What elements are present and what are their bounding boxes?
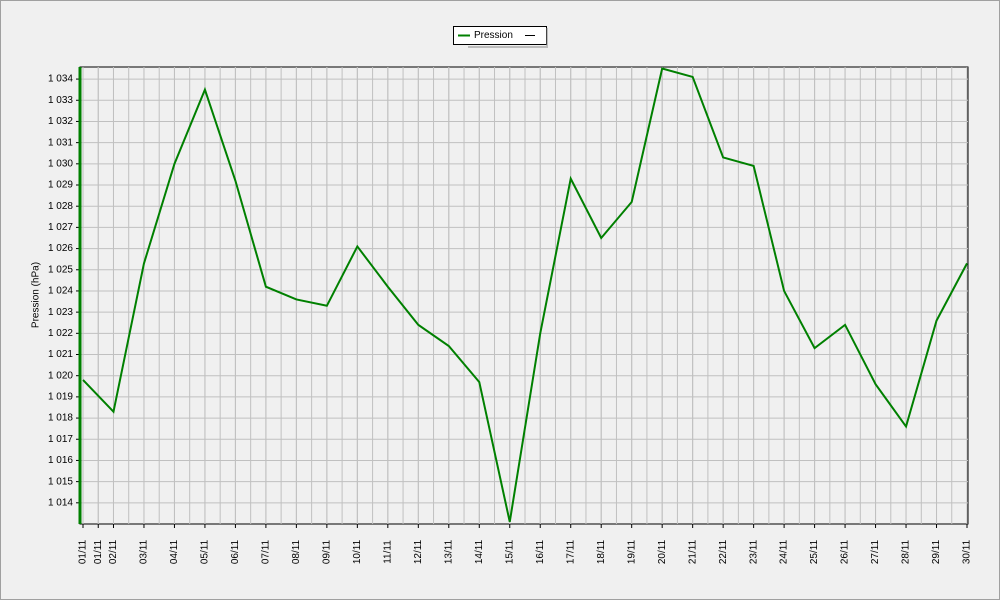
x-tick-label: 02/11 bbox=[108, 539, 119, 564]
y-tick-label: 1 020 bbox=[48, 370, 73, 381]
legend-label: Pression bbox=[474, 30, 513, 41]
x-tick-label: 20/11 bbox=[657, 539, 668, 564]
x-tick-label: 07/11 bbox=[261, 539, 272, 564]
x-tick-label: 06/11 bbox=[230, 539, 241, 564]
x-tick-label: 24/11 bbox=[779, 539, 790, 564]
plot-area bbox=[79, 66, 969, 525]
x-tick-label: 16/11 bbox=[535, 539, 546, 564]
x-tick-label: 08/11 bbox=[291, 539, 302, 564]
x-tick-label: 22/11 bbox=[718, 539, 729, 564]
x-tick-label: 18/11 bbox=[596, 539, 607, 564]
x-tick-label: 28/11 bbox=[901, 539, 912, 564]
y-tick-label: 1 025 bbox=[48, 264, 73, 275]
x-tick-label: 01/11 bbox=[93, 539, 104, 564]
y-tick-label: 1 032 bbox=[48, 116, 73, 127]
y-axis-label: Pression (hPa) bbox=[31, 262, 42, 328]
y-tick-label: 1 015 bbox=[48, 476, 73, 487]
x-tick-label: 17/11 bbox=[565, 539, 576, 564]
x-tick-label: 05/11 bbox=[200, 539, 211, 564]
legend: Pression bbox=[453, 26, 548, 48]
y-tick-label: 1 014 bbox=[48, 497, 73, 508]
x-tick-label: 13/11 bbox=[443, 539, 454, 564]
y-tick-label: 1 022 bbox=[48, 328, 73, 339]
x-tick-label: 30/11 bbox=[962, 539, 973, 564]
x-tick-label: 29/11 bbox=[931, 539, 942, 564]
y-tick-label: 1 018 bbox=[48, 413, 73, 424]
x-tick-label: 04/11 bbox=[169, 539, 180, 564]
y-tick-label: 1 016 bbox=[48, 455, 73, 466]
y-tick-label: 1 030 bbox=[48, 158, 73, 169]
y-tick-label: 1 024 bbox=[48, 286, 73, 297]
y-tick-label: 1 033 bbox=[48, 95, 73, 106]
line-series bbox=[82, 67, 968, 523]
y-tick-label: 1 027 bbox=[48, 222, 73, 233]
x-tick-label: 26/11 bbox=[840, 539, 851, 564]
y-tick-label: 1 017 bbox=[48, 434, 73, 445]
y-tick-label: 1 028 bbox=[48, 201, 73, 212]
x-tick-label: 23/11 bbox=[748, 539, 759, 564]
x-tick-label: 15/11 bbox=[504, 539, 515, 564]
x-tick-label: 25/11 bbox=[809, 539, 820, 564]
x-tick-label: 10/11 bbox=[352, 539, 363, 564]
x-tick-label: 09/11 bbox=[322, 539, 333, 564]
y-tick-label: 1 019 bbox=[48, 392, 73, 403]
y-tick-label: 1 031 bbox=[48, 137, 73, 148]
y-tick-label: 1 021 bbox=[48, 349, 73, 360]
x-tick-label: 11/11 bbox=[382, 540, 393, 564]
y-tick-label: 1 023 bbox=[48, 307, 73, 318]
y-tick-label: 1 029 bbox=[48, 180, 73, 191]
x-tick-label: 14/11 bbox=[474, 539, 485, 564]
y-tick-label: 1 026 bbox=[48, 243, 73, 254]
y-tick-label: 1 034 bbox=[48, 74, 73, 85]
x-tick-label: 21/11 bbox=[687, 539, 698, 564]
x-tick-label: 12/11 bbox=[413, 539, 424, 564]
x-tick-label: 01/11 bbox=[78, 539, 89, 564]
x-tick-label: 03/11 bbox=[139, 539, 150, 564]
x-tick-label: 19/11 bbox=[626, 539, 637, 564]
x-tick-label: 27/11 bbox=[870, 539, 881, 564]
